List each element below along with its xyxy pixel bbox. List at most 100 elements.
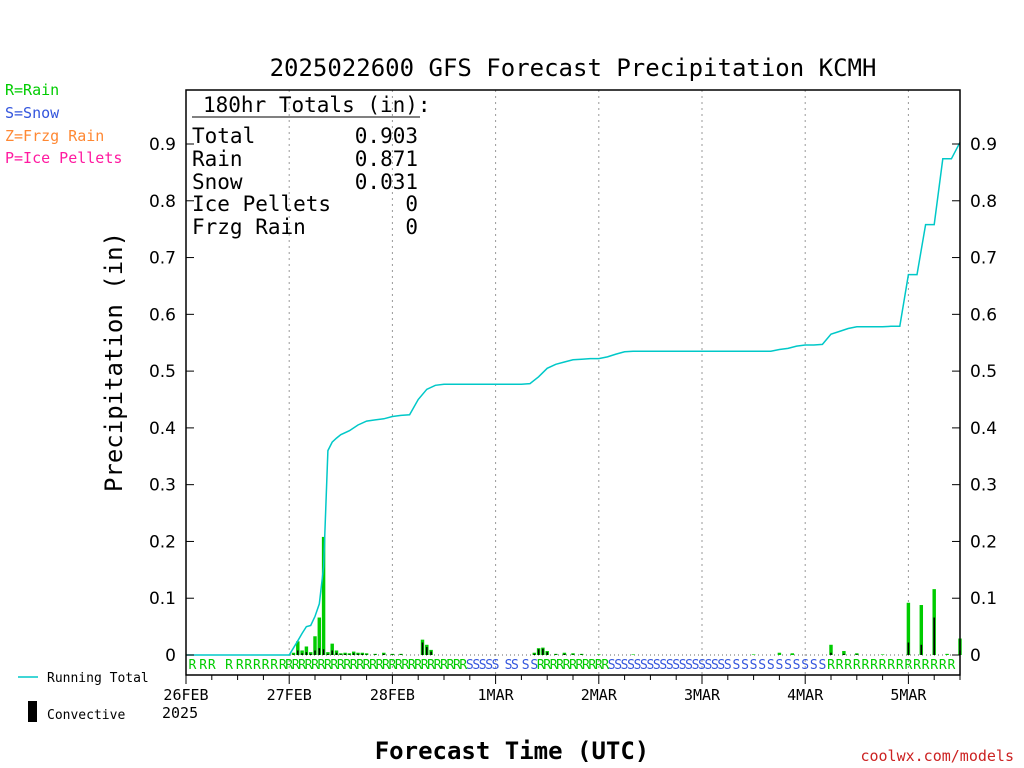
convective-legend-label: Convective <box>47 708 125 723</box>
precip-bar <box>317 617 322 655</box>
precip-type-marker: S <box>646 658 654 673</box>
precip-bar <box>842 651 846 655</box>
y-tick-label-right: 0.8 <box>970 192 997 212</box>
convective-bar <box>357 653 359 655</box>
running-total-legend-label: Running Total <box>47 671 149 686</box>
precip-type-marker: R <box>563 658 571 673</box>
convective-bar <box>305 652 308 655</box>
precip-type-marker: R <box>421 658 429 673</box>
legend-rain: R=Rain <box>5 81 59 99</box>
convective-bar <box>421 642 424 655</box>
precip-type-marker: R <box>922 658 930 673</box>
precip-type-marker: S <box>640 658 648 673</box>
convective-bar <box>533 653 536 655</box>
precip-type-marker: R <box>285 658 293 673</box>
y-tick-label-left: 0.2 <box>149 532 176 552</box>
precip-type-marker: S <box>627 658 635 673</box>
convective-bar <box>335 652 338 655</box>
precip-type-marker: S <box>724 658 732 673</box>
precip-type-marker: S <box>711 658 719 673</box>
precip-type-marker: R <box>395 658 403 673</box>
precip-type-marker: S <box>767 658 775 673</box>
precip-type-marker: R <box>440 658 448 673</box>
precip-type-marker: S <box>492 658 500 673</box>
precip-type-marker: R <box>408 658 416 673</box>
convective-bar <box>361 653 364 655</box>
convective-bar <box>426 647 428 655</box>
y-tick-label-right: 0.7 <box>970 249 997 269</box>
precip-bar <box>777 652 782 655</box>
precip-type-marker: R <box>434 658 442 673</box>
y-tick-label-left: 0.5 <box>149 362 176 382</box>
precip-type-marker: R <box>537 658 545 673</box>
running-total-line <box>186 141 961 656</box>
precip-type-marker: S <box>666 658 674 673</box>
convective-bar <box>920 644 923 655</box>
precip-type-marker: R <box>350 658 358 673</box>
legend-freezing-rain: Z=Frzg Rain <box>5 127 104 145</box>
precip-bar <box>945 653 949 655</box>
precip-type-marker: S <box>679 658 687 673</box>
precip-type-marker: R <box>887 658 895 673</box>
convective-bar <box>580 654 583 655</box>
precip-type-marker: R <box>870 658 878 673</box>
precip-bar <box>571 653 575 655</box>
x-tick-label: 3MAR <box>684 686 721 704</box>
precip-type-marker: S <box>732 658 740 673</box>
precip-type-marker: S <box>472 658 480 673</box>
totals-label-ice-pellets: Ice Pellets <box>192 192 331 216</box>
precip-type-marker: R <box>330 658 338 673</box>
convective-bar <box>314 650 316 655</box>
x-tick-label: 27FEB <box>267 686 312 704</box>
precip-type-marker: R <box>343 658 351 673</box>
x-axis-label: Forecast Time (UTC) <box>375 737 650 765</box>
precip-type-marker: R <box>262 658 270 673</box>
precip-type-marker: R <box>853 658 861 673</box>
precip-type-marker: R <box>363 658 371 673</box>
precip-type-marker: R <box>305 658 313 673</box>
convective-bar <box>400 654 402 655</box>
convective-bar <box>352 653 355 655</box>
precip-type-marker: R <box>324 658 332 673</box>
precip-type-marker: R <box>595 658 603 673</box>
precip-type-marker: R <box>270 658 278 673</box>
precip-bar <box>304 646 309 655</box>
precip-type-marker: R <box>356 658 364 673</box>
precip-type-marker: S <box>653 658 661 673</box>
precip-type-marker: S <box>530 658 538 673</box>
convective-bar <box>365 654 368 655</box>
y-tick-label-left: 0.8 <box>149 192 176 212</box>
precip-type-marker: S <box>810 658 818 673</box>
precip-type-marker: R <box>582 658 590 673</box>
convective-bar <box>383 653 385 655</box>
precip-type-marker: R <box>253 658 261 673</box>
totals-value-snow: 0.031 <box>355 170 418 194</box>
precip-bar <box>347 653 352 655</box>
convective-bar <box>546 652 548 655</box>
precip-type-marker: R <box>292 658 300 673</box>
precip-type-marker: S <box>801 658 809 673</box>
precip-type-marker: S <box>717 658 725 673</box>
precip-type-marker: R <box>447 658 455 673</box>
convective-bar <box>542 648 544 655</box>
precip-type-marker: R <box>453 658 461 673</box>
convective-bar <box>348 654 351 655</box>
precip-type-marker: R <box>382 658 390 673</box>
totals-header: 180hr Totals (in): <box>203 93 431 117</box>
precip-bar <box>631 654 635 655</box>
type-legend: R=Rain S=Snow Z=Frzg Rain P=Ice Pellets <box>5 81 122 167</box>
precip-type-marker: R <box>459 658 467 673</box>
precip-type-marker: S <box>818 658 826 673</box>
series-legend: Running Total Convective <box>18 671 149 723</box>
precip-type-marker: R <box>199 658 207 673</box>
x-tick-label: 4MAR <box>787 686 824 704</box>
precip-type-marker: R <box>414 658 422 673</box>
y-tick-label-left: 0 <box>165 646 176 666</box>
convective-legend-swatch <box>28 701 37 722</box>
precip-type-marker: R <box>576 658 584 673</box>
precip-type-marker: R <box>601 658 609 673</box>
y-tick-label-right: 0.1 <box>970 589 997 609</box>
x-tick-label: 2MAR <box>581 686 618 704</box>
y-tick-label-left: 0.9 <box>149 135 176 155</box>
totals-label-rain: Rain <box>192 147 243 171</box>
